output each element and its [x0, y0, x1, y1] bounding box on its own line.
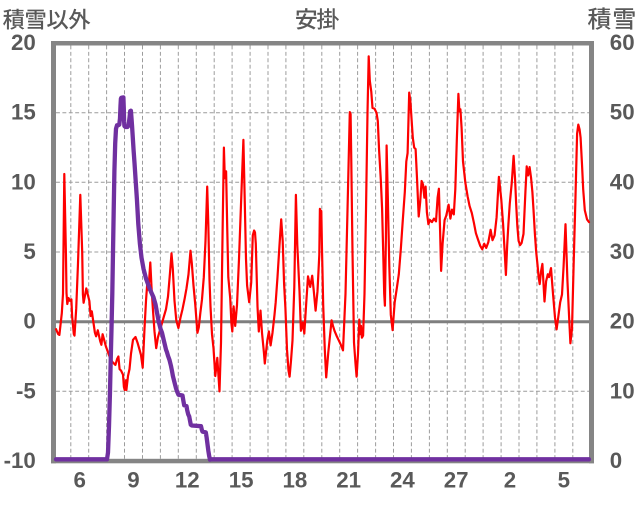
svg-text:0: 0 [610, 448, 622, 473]
svg-text:20: 20 [610, 309, 635, 334]
svg-text:6: 6 [73, 468, 85, 493]
svg-text:9: 9 [127, 468, 139, 493]
svg-text:40: 40 [610, 169, 635, 194]
svg-text:24: 24 [390, 468, 415, 493]
svg-text:18: 18 [282, 468, 307, 493]
svg-text:10: 10 [11, 169, 36, 194]
svg-text:5: 5 [558, 468, 570, 493]
svg-text:30: 30 [610, 239, 635, 264]
svg-text:2: 2 [504, 468, 516, 493]
svg-text:-10: -10 [4, 448, 36, 473]
svg-text:10: 10 [610, 378, 635, 403]
svg-text:20: 20 [11, 30, 36, 55]
svg-text:15: 15 [229, 468, 254, 493]
svg-text:60: 60 [610, 30, 635, 55]
svg-text:50: 50 [610, 100, 635, 125]
svg-text:12: 12 [175, 468, 200, 493]
svg-text:-5: -5 [16, 378, 36, 403]
svg-text:27: 27 [444, 468, 469, 493]
svg-text:5: 5 [23, 239, 35, 264]
svg-text:21: 21 [336, 468, 361, 493]
svg-text:0: 0 [23, 309, 35, 334]
svg-text:15: 15 [11, 100, 36, 125]
